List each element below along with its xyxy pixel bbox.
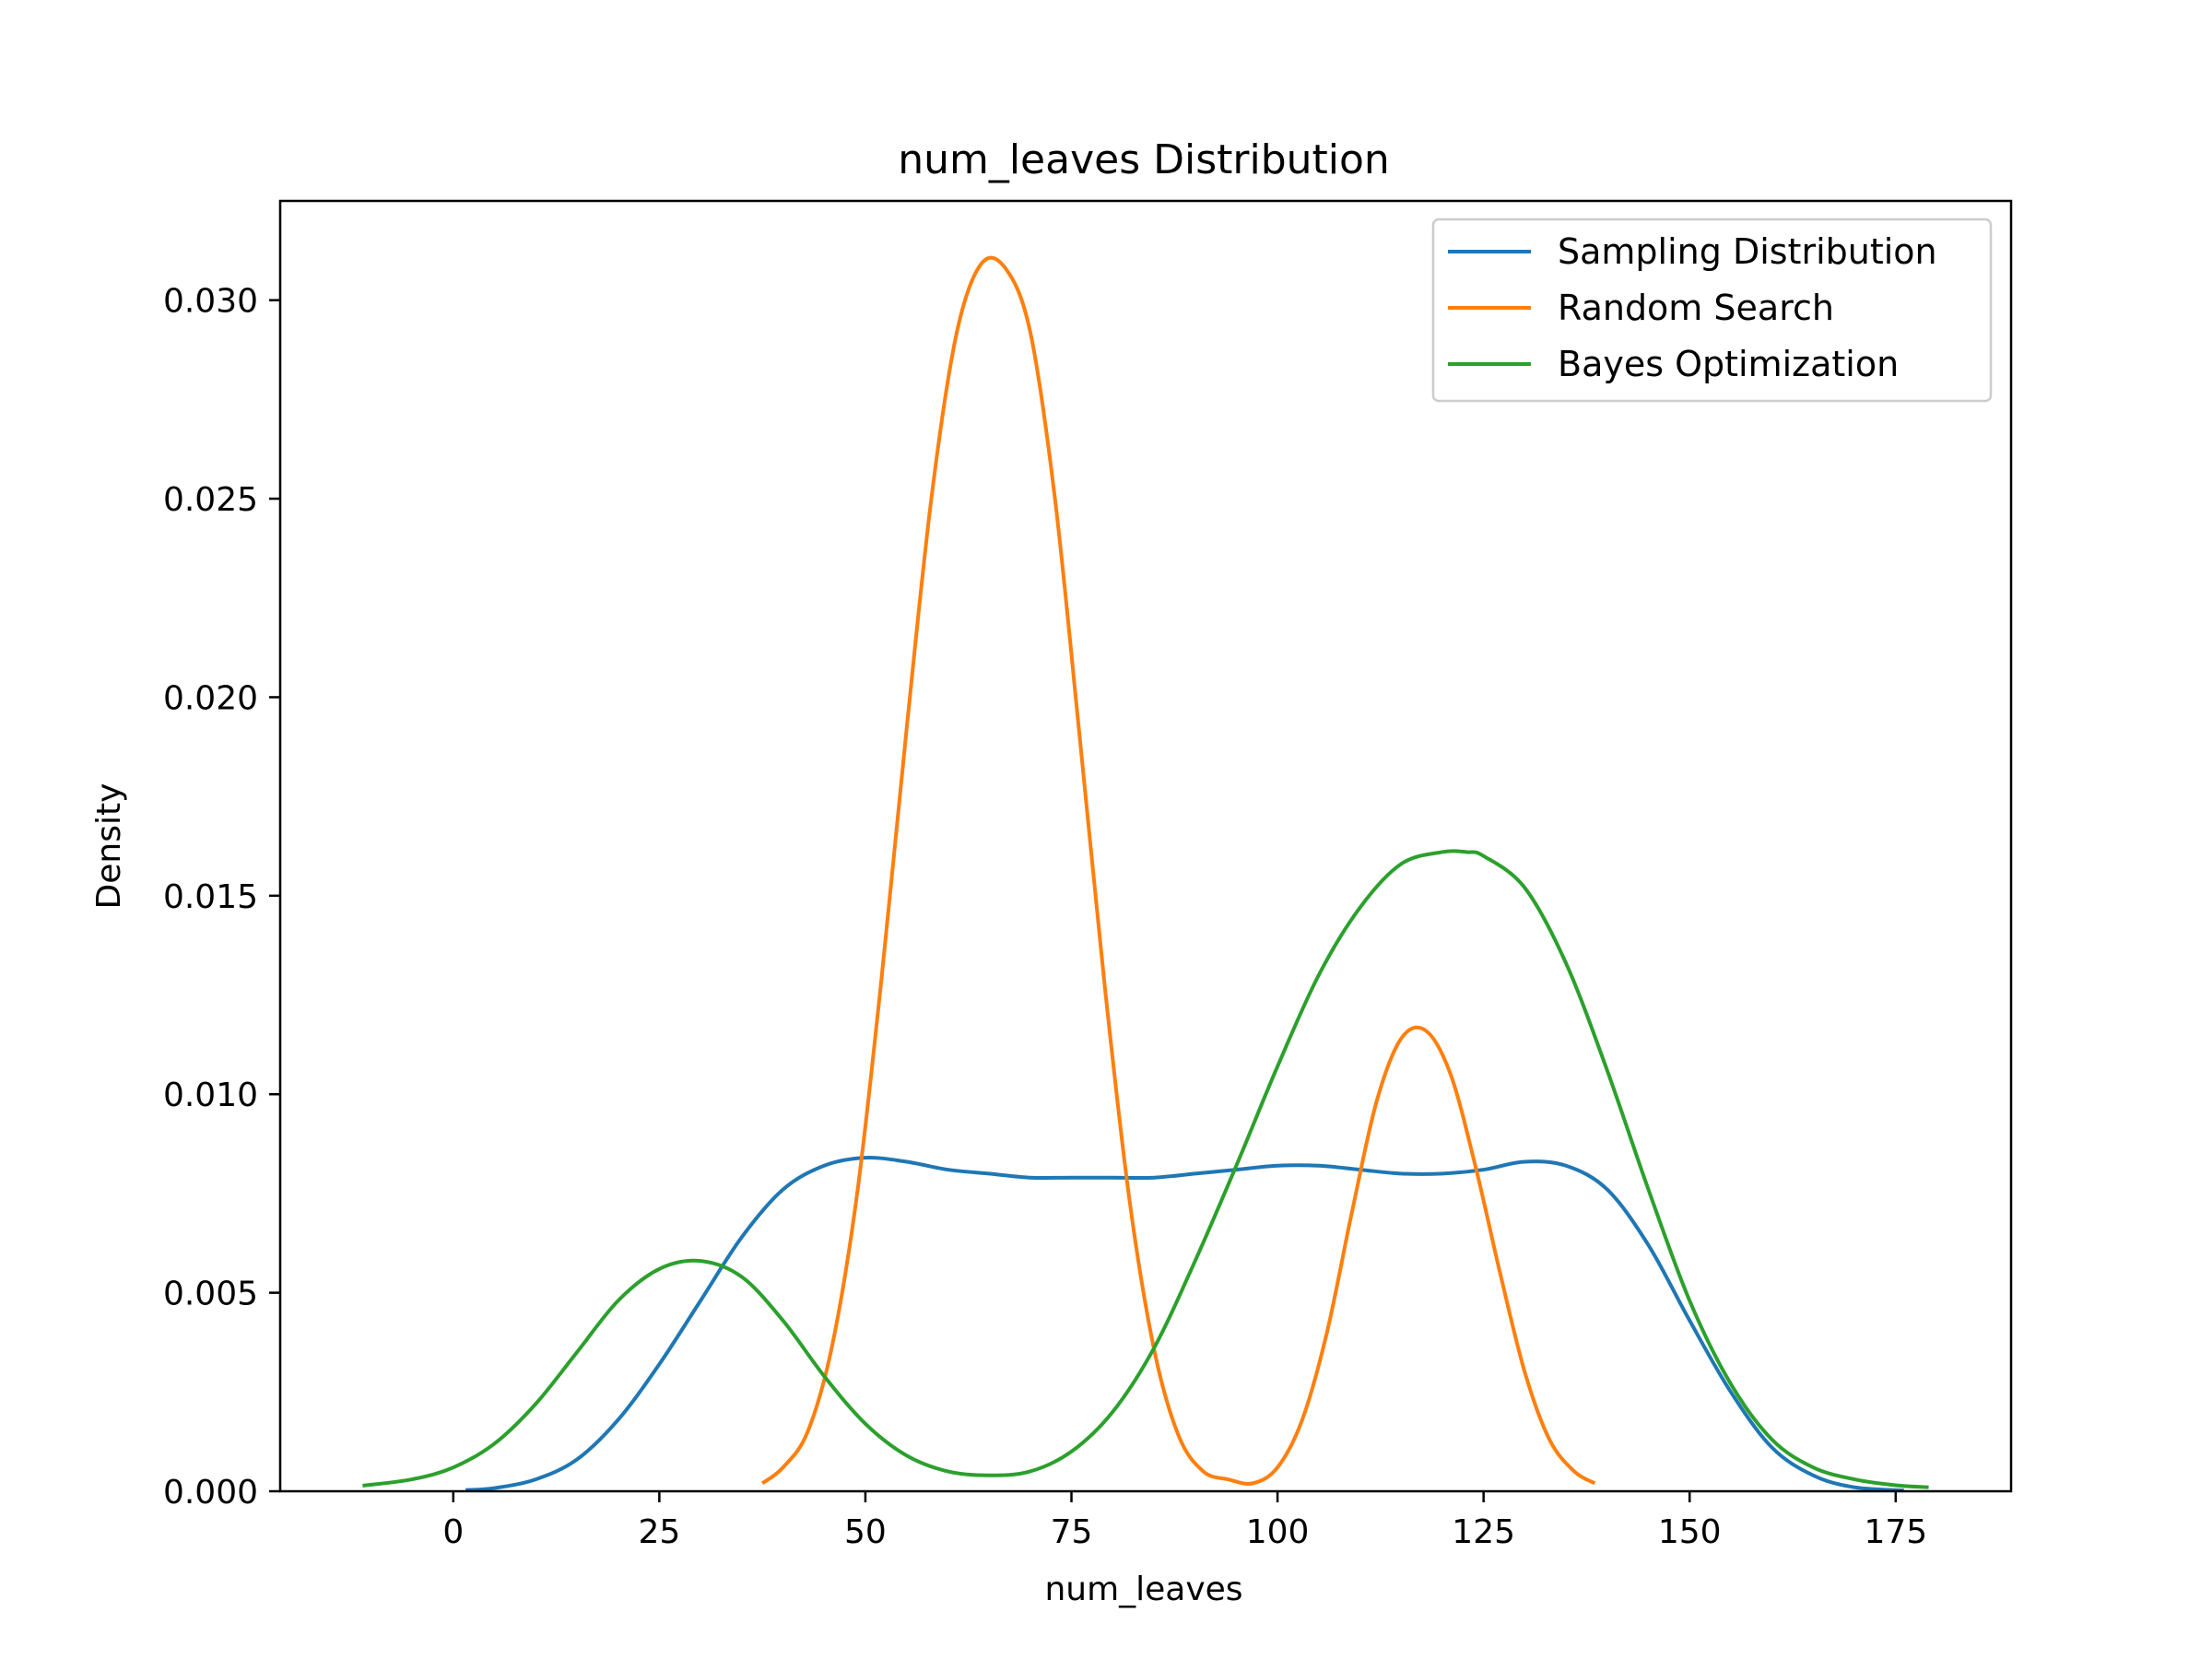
- y-tick-label: 0.020: [163, 679, 258, 717]
- series-line-random-search: [760, 255, 1596, 1486]
- y-axis: 0.000 0.005 0.010 0.015 0.020 0.025 0.030: [163, 283, 280, 1512]
- y-tick-label: 0.030: [163, 283, 258, 321]
- legend: Sampling Distribution Random Search Baye…: [1431, 218, 1993, 403]
- y-tick-label: 0.010: [163, 1077, 258, 1114]
- legend-box: [1431, 218, 1993, 403]
- y-tick-label: 0.000: [163, 1474, 258, 1512]
- y-tick-label: 0.005: [163, 1276, 258, 1313]
- x-tick-label: 175: [1864, 1513, 1927, 1551]
- x-tick-label: 150: [1658, 1513, 1722, 1551]
- y-tick-label: 0.025: [163, 481, 258, 519]
- legend-label-random-search: Random Search: [1558, 288, 1834, 328]
- plot-frame: [278, 199, 2013, 1493]
- x-tick-label: 75: [1051, 1513, 1093, 1551]
- x-tick-label: 50: [844, 1513, 887, 1551]
- series-layer: [362, 255, 1929, 1493]
- x-tick-label: 100: [1246, 1513, 1310, 1551]
- x-tick-label: 0: [442, 1513, 464, 1551]
- series-line-sampling-distribution: [465, 1156, 1904, 1493]
- x-axis: 0 25 50 75 100 125 150 175: [442, 1491, 1927, 1551]
- series-line-bayes-optimization: [362, 849, 1929, 1489]
- y-tick-label: 0.015: [163, 878, 258, 916]
- y-axis-label: Density: [90, 783, 128, 910]
- x-tick-label: 125: [1452, 1513, 1515, 1551]
- x-tick-label: 25: [638, 1513, 680, 1551]
- chart-title: num_leaves Distribution: [898, 136, 1390, 183]
- x-axis-label: num_leaves: [1044, 1571, 1242, 1608]
- legend-label-sampling-distribution: Sampling Distribution: [1558, 231, 1937, 272]
- legend-label-bayes-optimization: Bayes Optimization: [1558, 344, 1899, 384]
